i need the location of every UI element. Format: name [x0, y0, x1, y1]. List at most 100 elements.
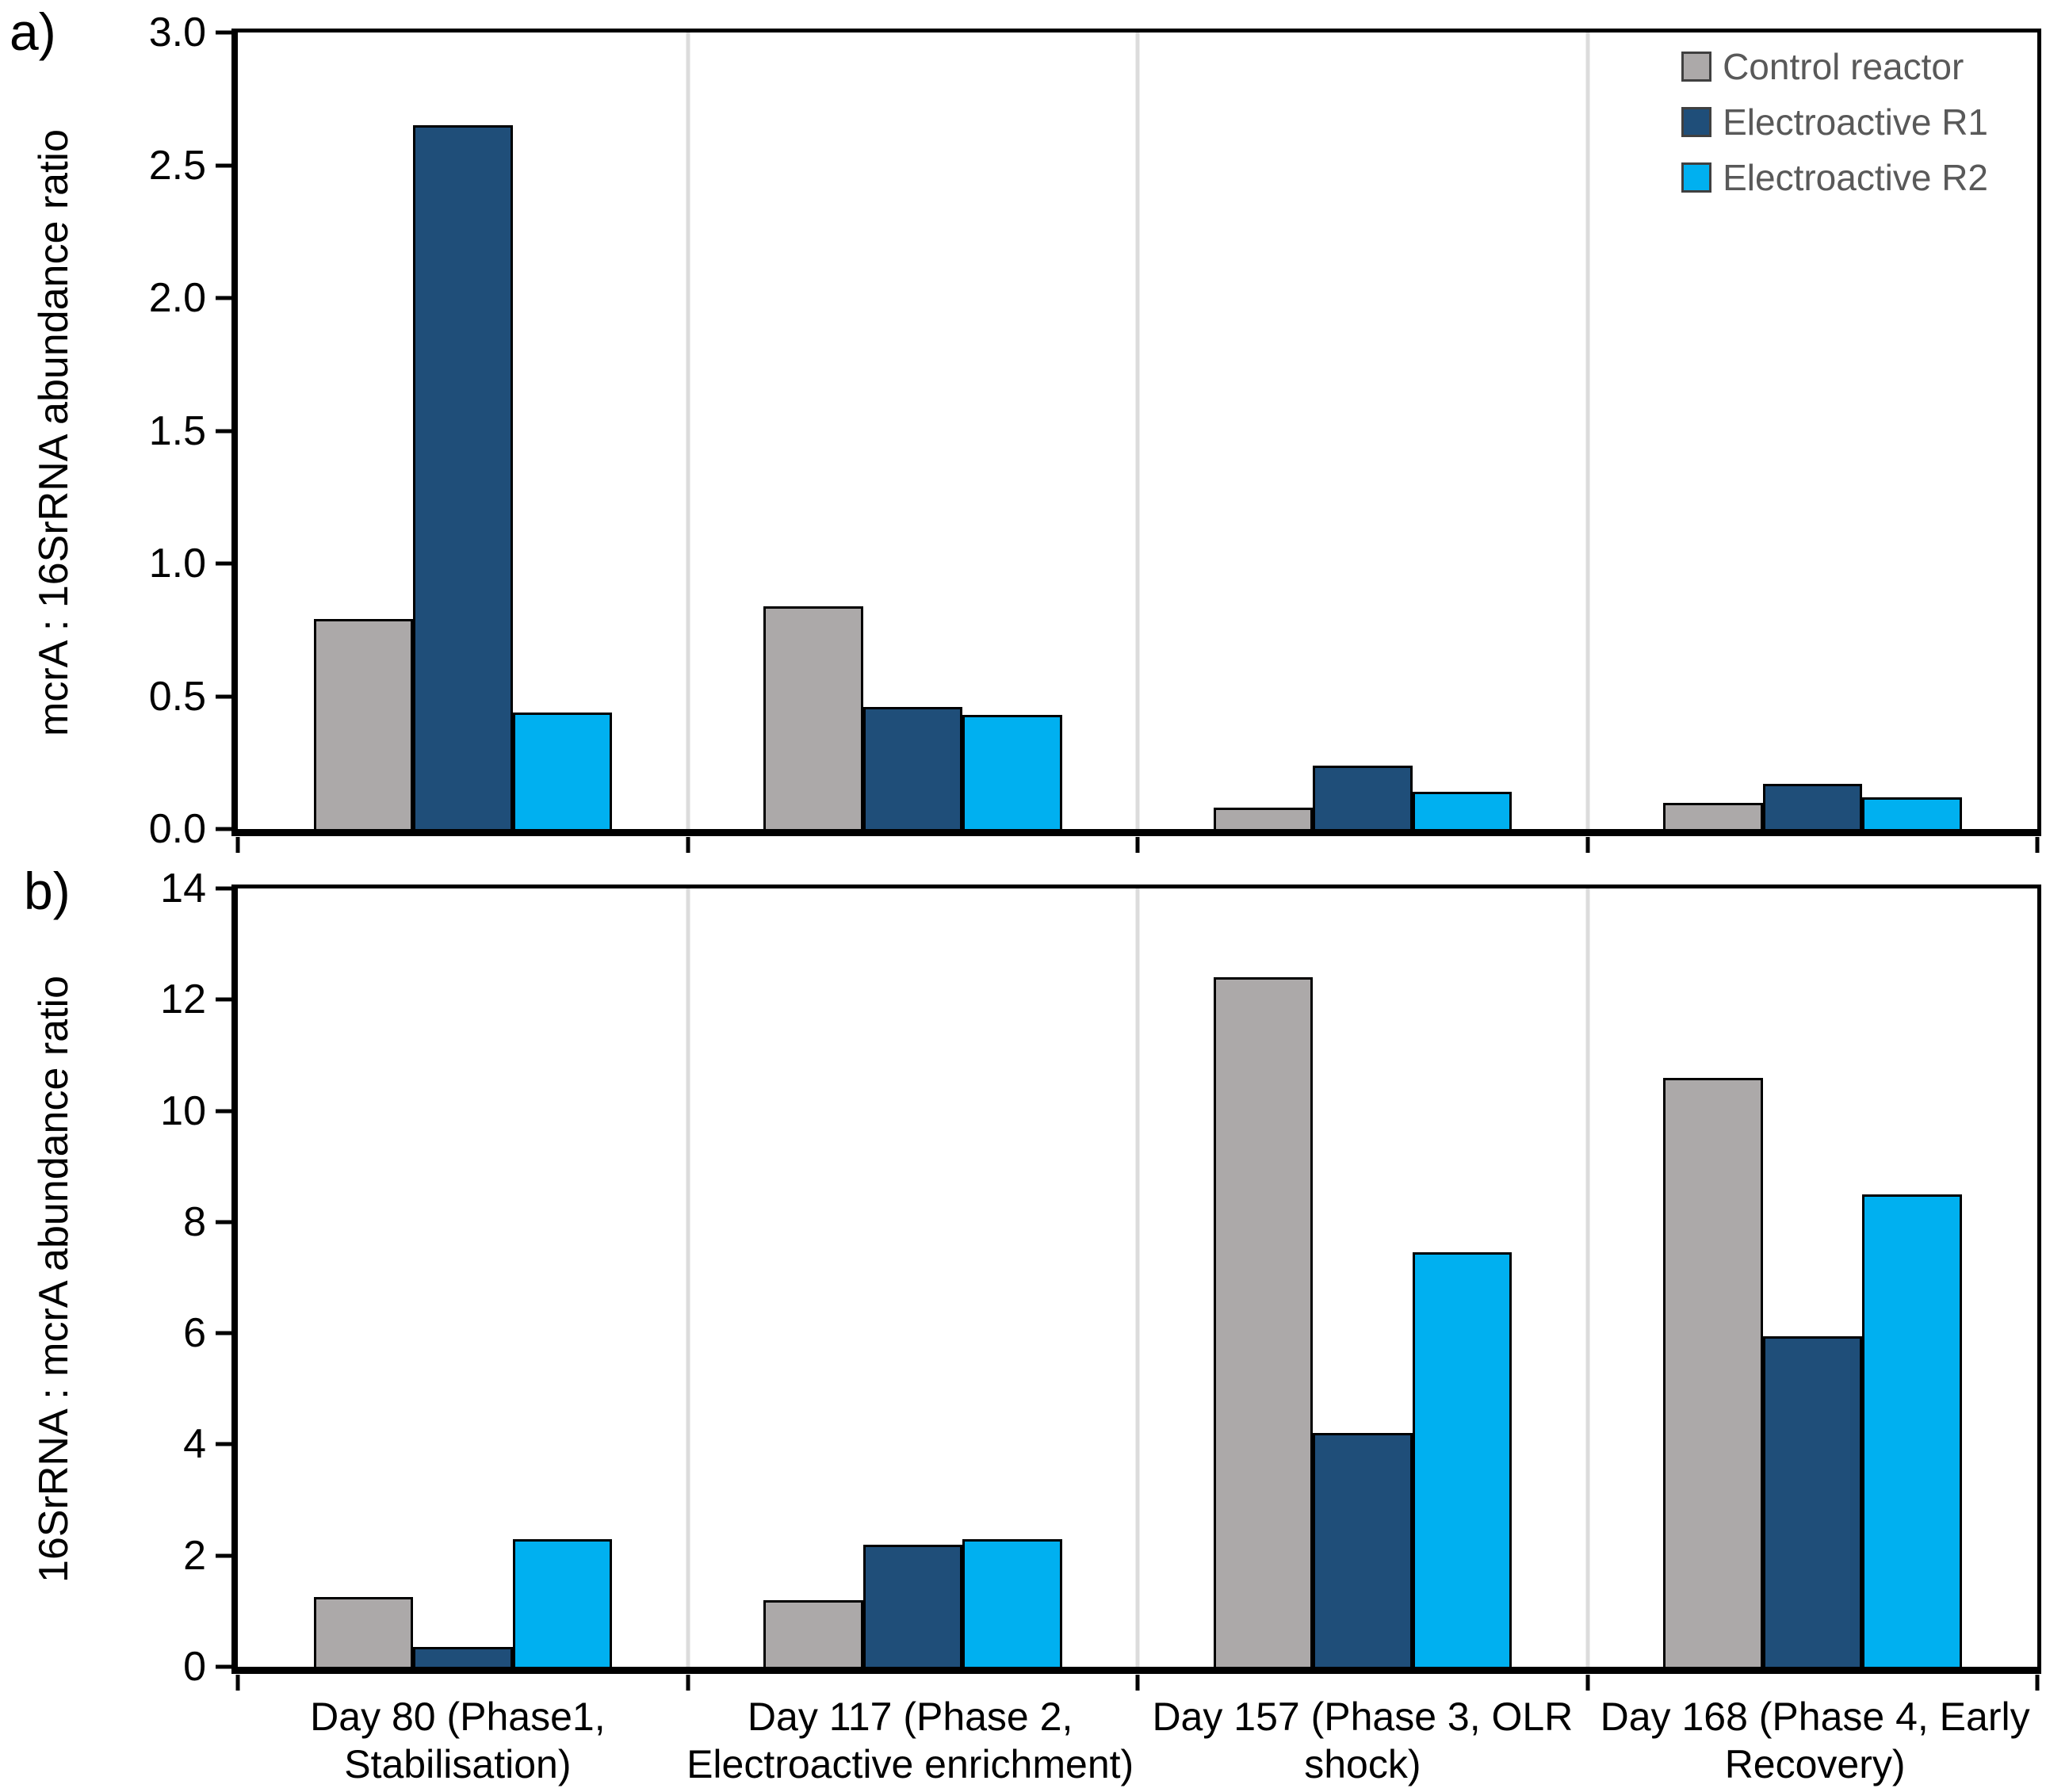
bar [862, 706, 963, 829]
y-axis-tick-mark [216, 163, 231, 167]
y-axis-tick-label: 2 [183, 1532, 206, 1579]
category-group [238, 888, 688, 1667]
category-separator-line [1585, 888, 1589, 1667]
y-axis-tick-mark [216, 886, 231, 891]
bar [1412, 1252, 1513, 1667]
y-axis-title-wrap-a: mcrA : 16SrRNA abundance ratio [22, 29, 86, 836]
x-axis-tick-mark [686, 837, 690, 853]
bar [1313, 765, 1413, 829]
plot-area-chart-b: 0 2 4 6 8 10 12 14 [160, 865, 2041, 1691]
x-axis-category-label-line: Electroactive enrichment) [686, 1742, 1134, 1786]
y-axis-tick-mark [216, 694, 231, 698]
bar [763, 606, 863, 829]
category-group [688, 32, 1138, 829]
category-separator-line [1135, 888, 1140, 1667]
y-axis-title-wrap-b: 16SrRNA : mcrA abundance ratio [22, 885, 86, 1674]
y-axis-tick-mark [216, 1442, 231, 1446]
bar [1663, 802, 1763, 829]
x-axis-category-label-line: Day 117 (Phase 2, [747, 1695, 1073, 1739]
x-axis-category-label-line: Day 168 (Phase 4, Early [1600, 1695, 2030, 1739]
x-axis-tick-mark [1135, 837, 1140, 853]
y-axis-tick-label: 14 [160, 865, 206, 911]
x-axis-tick-mark [1585, 837, 1589, 853]
y-axis-tick-mark [216, 1331, 231, 1335]
y-axis-tick-mark [216, 429, 231, 433]
x-axis-tick-mark [2035, 1675, 2040, 1691]
x-axis-category-labels: Day 80 (Phase1, Stabilisation) Day 117 (Ph… [231, 1693, 2041, 1788]
y-axis-tick-label: 0.5 [148, 673, 206, 720]
bar [1313, 1433, 1413, 1667]
y-axis-tick-label: 1.5 [148, 407, 206, 454]
x-axis-category-label: Day 168 (Phase 4, Early Recovery) [1589, 1693, 2041, 1788]
y-axis-title-b: 16SrRNA : mcrA abundance ratio [31, 976, 77, 1583]
y-axis-tick-label: 8 [183, 1198, 206, 1245]
x-axis-category-label: Day 157 (Phase 3, OLR shock) [1137, 1693, 1589, 1788]
legend-label-control-reactor: Control reactor [1723, 46, 1964, 87]
bar [413, 1647, 513, 1667]
bar [962, 714, 1062, 829]
y-axis-tick-label: 10 [160, 1087, 206, 1134]
legend: Control reactor Electroactive R1 Electro… [1681, 45, 1988, 199]
x-axis-tick-mark [235, 1675, 240, 1691]
panel-b-label: b) [24, 862, 71, 920]
y-axis-tick-mark [216, 997, 231, 1002]
category-group [1588, 888, 2038, 1667]
legend-row: Electroactive R2 [1681, 156, 1988, 199]
bar [862, 1544, 963, 1667]
y-axis-tick-mark [216, 30, 231, 35]
category-separator-line [686, 888, 690, 1667]
bar [1862, 1194, 1962, 1667]
legend-label-electroactive-r2: Electroactive R2 [1723, 157, 1988, 198]
category-separator-line [1135, 32, 1140, 829]
category-separator-line [686, 32, 690, 829]
y-axis-tick-label: 2.0 [148, 275, 206, 321]
y-axis-title-a: mcrA : 16SrRNA abundance ratio [31, 128, 77, 736]
x-axis-tick-mark [686, 1675, 690, 1691]
legend-swatch-control-reactor [1681, 52, 1712, 82]
category-group [688, 888, 1138, 1667]
panel-a-label: a) [10, 2, 56, 61]
y-axis-tick-label: 0.0 [148, 806, 206, 852]
legend-row: Control reactor [1681, 45, 1988, 88]
y-axis-tick-mark [216, 1220, 231, 1225]
x-axis-tick-mark [1585, 1675, 1589, 1691]
y-axis-tick-mark [216, 561, 231, 566]
category-separator-line [1585, 32, 1589, 829]
y-axis-tick-label: 2.5 [148, 142, 206, 189]
bar [512, 1538, 613, 1667]
bar [1412, 792, 1513, 829]
bar [763, 1599, 863, 1667]
x-axis-tick-mark [235, 837, 240, 853]
legend-swatch-electroactive-r2 [1681, 162, 1712, 193]
legend-row: Electroactive R1 [1681, 101, 1988, 143]
x-axis-category-label-line: Stabilisation) [344, 1742, 572, 1786]
y-axis-tick-mark [216, 827, 231, 831]
bar [1862, 797, 1962, 829]
y-axis-tick-mark [216, 1664, 231, 1669]
x-axis-category-label: Day 117 (Phase 2, Electroactive enrichmen… [684, 1693, 1137, 1788]
bar [512, 712, 613, 829]
legend-label-electroactive-r1: Electroactive R1 [1723, 101, 1988, 143]
x-axis-category-label-line: shock) [1304, 1742, 1421, 1786]
bar [1762, 1335, 1863, 1667]
bar [1213, 808, 1314, 829]
category-group [1588, 32, 2038, 829]
y-axis-tick-label: 12 [160, 976, 206, 1023]
bar [1762, 784, 1863, 829]
y-axis-tick-label: 1.0 [148, 541, 206, 587]
bar [313, 1597, 414, 1667]
bar [313, 619, 414, 829]
category-group [238, 32, 688, 829]
bar [962, 1538, 1062, 1667]
y-axis-tick-label: 4 [183, 1421, 206, 1468]
x-axis-tick-mark [2035, 837, 2040, 853]
y-axis-tick-label: 3.0 [148, 10, 206, 55]
bar [413, 125, 513, 829]
x-axis-category-label-line: Day 157 (Phase 3, OLR [1152, 1695, 1574, 1739]
legend-swatch-electroactive-r1 [1681, 107, 1712, 137]
x-axis-tick-mark [1135, 1675, 1140, 1691]
bar [1213, 977, 1314, 1667]
y-axis-tick-mark [216, 1553, 231, 1558]
y-axis-tick-mark [216, 296, 231, 300]
